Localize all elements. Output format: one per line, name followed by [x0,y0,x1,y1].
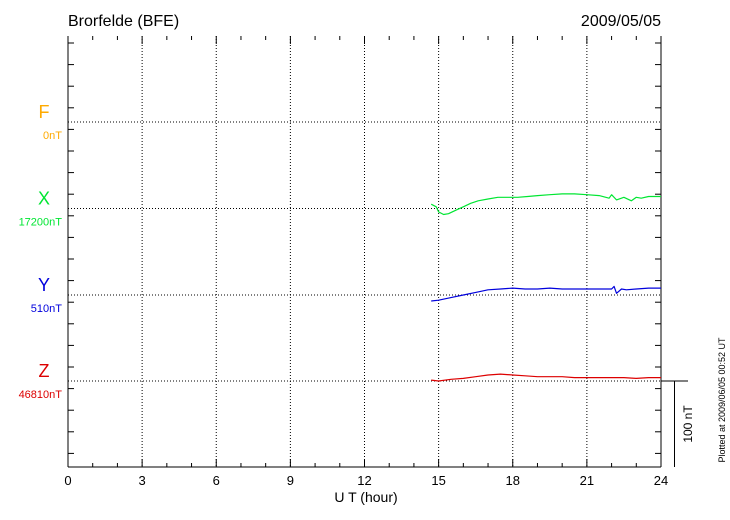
series-line-x [430,193,661,216]
series-base-f: 0nT [43,130,62,142]
x-tick-label-0: 0 [64,473,71,488]
scale-bar: 100 nT [661,380,695,467]
x-tick-label-21: 21 [580,473,594,488]
series-lines [430,193,661,382]
x-axis-label: U T (hour) [334,489,397,505]
series-line-z [431,373,661,382]
series-name-f: F [39,102,50,122]
x-tick-label-15: 15 [431,473,445,488]
series-name-z: Z [39,361,50,381]
x-tick-label-12: 12 [357,473,371,488]
scale-bar-label: 100 nT [681,405,695,443]
grid [68,36,661,467]
chart-title: Brorfelde (BFE) [68,13,179,30]
series-labels: F 0nT X 17200nT Y 510nT Z 46810nT [19,102,63,401]
x-tick-label-18: 18 [506,473,520,488]
axis-ticks [67,36,662,467]
series-base-z: 46810nT [19,389,63,401]
x-tick-label-9: 9 [287,473,294,488]
x-tick-label-6: 6 [213,473,220,488]
x-tick-label-24: 24 [654,473,668,488]
series-name-y: Y [38,275,50,295]
plotted-note: Plotted at 2009/06/05 00:52 UT [717,337,727,463]
series-base-y: 510nT [31,303,62,315]
series-base-x: 17200nT [19,217,63,229]
x-tick-label-3: 3 [139,473,146,488]
series-name-x: X [38,189,50,209]
x-tick-labels: 0 3 6 9 12 15 18 21 24 [64,473,668,488]
chart-date: 2009/05/05 [581,13,661,30]
series-line-y [431,285,661,302]
